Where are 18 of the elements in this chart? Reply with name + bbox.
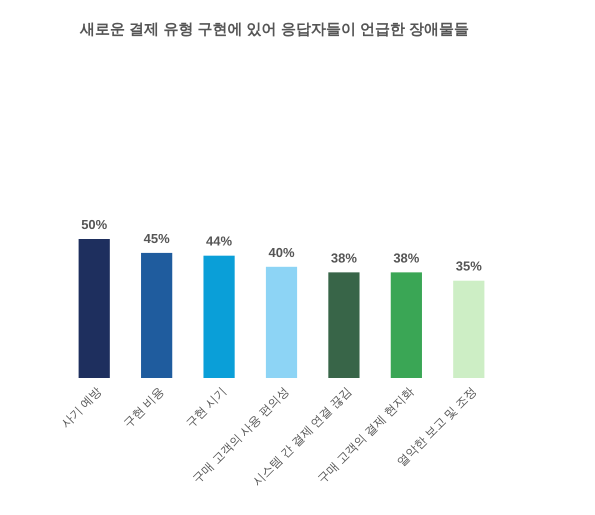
data-label: 38% bbox=[393, 250, 420, 266]
bar bbox=[328, 272, 360, 378]
data-label: 40% bbox=[268, 244, 295, 260]
data-label: 50% bbox=[81, 217, 108, 232]
data-label: 44% bbox=[206, 234, 233, 249]
x-tick-label: 사기 예방 bbox=[58, 384, 104, 430]
bar bbox=[78, 239, 110, 378]
data-label: 38% bbox=[330, 250, 358, 266]
bar bbox=[390, 272, 422, 378]
data-label: 35% bbox=[456, 258, 482, 274]
x-tick-label: 구현 비용 bbox=[120, 384, 167, 430]
bar bbox=[453, 280, 484, 378]
x-tick-label: 구현 시기 bbox=[182, 384, 230, 430]
bar bbox=[266, 266, 298, 378]
bar bbox=[203, 256, 235, 378]
bar bbox=[141, 252, 172, 378]
data-label: 45% bbox=[144, 230, 170, 246]
chart-title: 새로운 결제 유형 구현에 있어 응답자들이 언급한 장애물들 bbox=[79, 21, 470, 38]
